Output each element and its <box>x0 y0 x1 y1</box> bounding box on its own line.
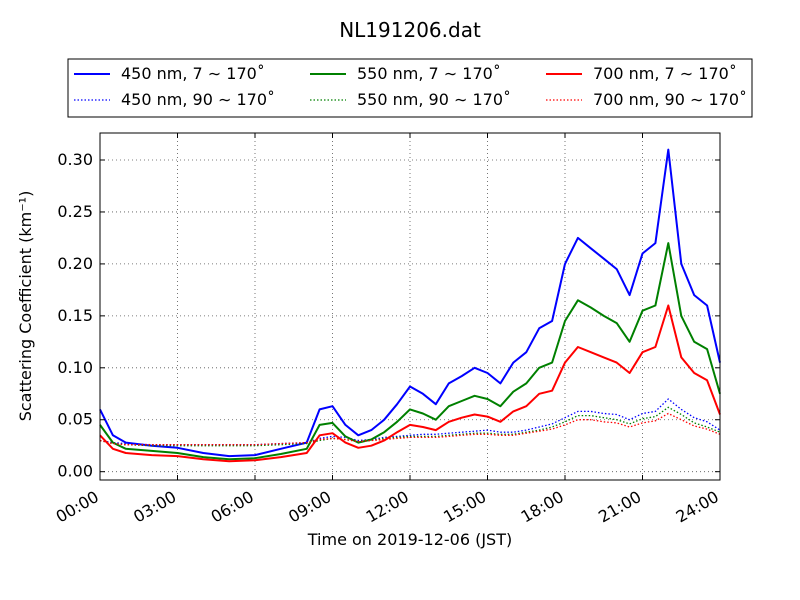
y-tick-label: 0.05 <box>57 410 93 429</box>
series-line-3 <box>99 406 721 447</box>
x-tick-label: 06:00 <box>208 487 257 527</box>
legend-label: 450 nm, 90 ∼ 170˚ <box>121 90 275 109</box>
y-tick-label: 0.00 <box>57 462 93 481</box>
x-axis-label: Time on 2019-12-06 (JST) <box>307 530 512 549</box>
x-tick-label: 03:00 <box>130 487 179 527</box>
legend-label: 450 nm, 7 ∼ 170˚ <box>121 64 265 83</box>
legend-label: 550 nm, 90 ∼ 170˚ <box>357 90 511 109</box>
y-tick-label: 0.15 <box>57 306 93 325</box>
y-tick-label: 0.20 <box>57 254 93 273</box>
legend-box <box>67 58 753 118</box>
grid <box>99 133 721 480</box>
y-tick-label: 0.30 <box>57 150 93 169</box>
x-tick-label: 18:00 <box>518 487 567 527</box>
legend-label: 550 nm, 7 ∼ 170˚ <box>357 64 501 83</box>
x-tick-label: 21:00 <box>595 487 644 527</box>
series-line-5 <box>99 412 721 446</box>
x-tick-label: 24:00 <box>673 487 722 527</box>
y-tick-label: 0.10 <box>57 358 93 377</box>
x-tick-label: 12:00 <box>363 487 412 527</box>
y-tick-label: 0.25 <box>57 202 93 221</box>
series-line-0 <box>99 148 721 458</box>
legend: 450 nm, 7 ∼ 170˚ 550 nm, 7 ∼ 170˚ 700 nm, … <box>67 58 753 118</box>
y-axis: 0.00 0.05 0.10 0.15 0.20 0.25 0.30 <box>57 150 720 481</box>
series-lines <box>99 148 721 463</box>
x-tick-label: 15:00 <box>440 487 489 527</box>
series-line-4 <box>99 304 721 463</box>
x-tick-label: 09:00 <box>285 487 334 527</box>
chart-title: NL191206.dat <box>339 18 481 42</box>
x-tick-label: 00:00 <box>53 487 102 527</box>
legend-label: 700 nm, 7 ∼ 170˚ <box>593 64 737 83</box>
legend-label: 700 nm, 90 ∼ 170˚ <box>593 90 747 109</box>
y-axis-label: Scattering Coefficient (km⁻¹) <box>16 191 35 422</box>
series-line-2 <box>99 242 721 461</box>
